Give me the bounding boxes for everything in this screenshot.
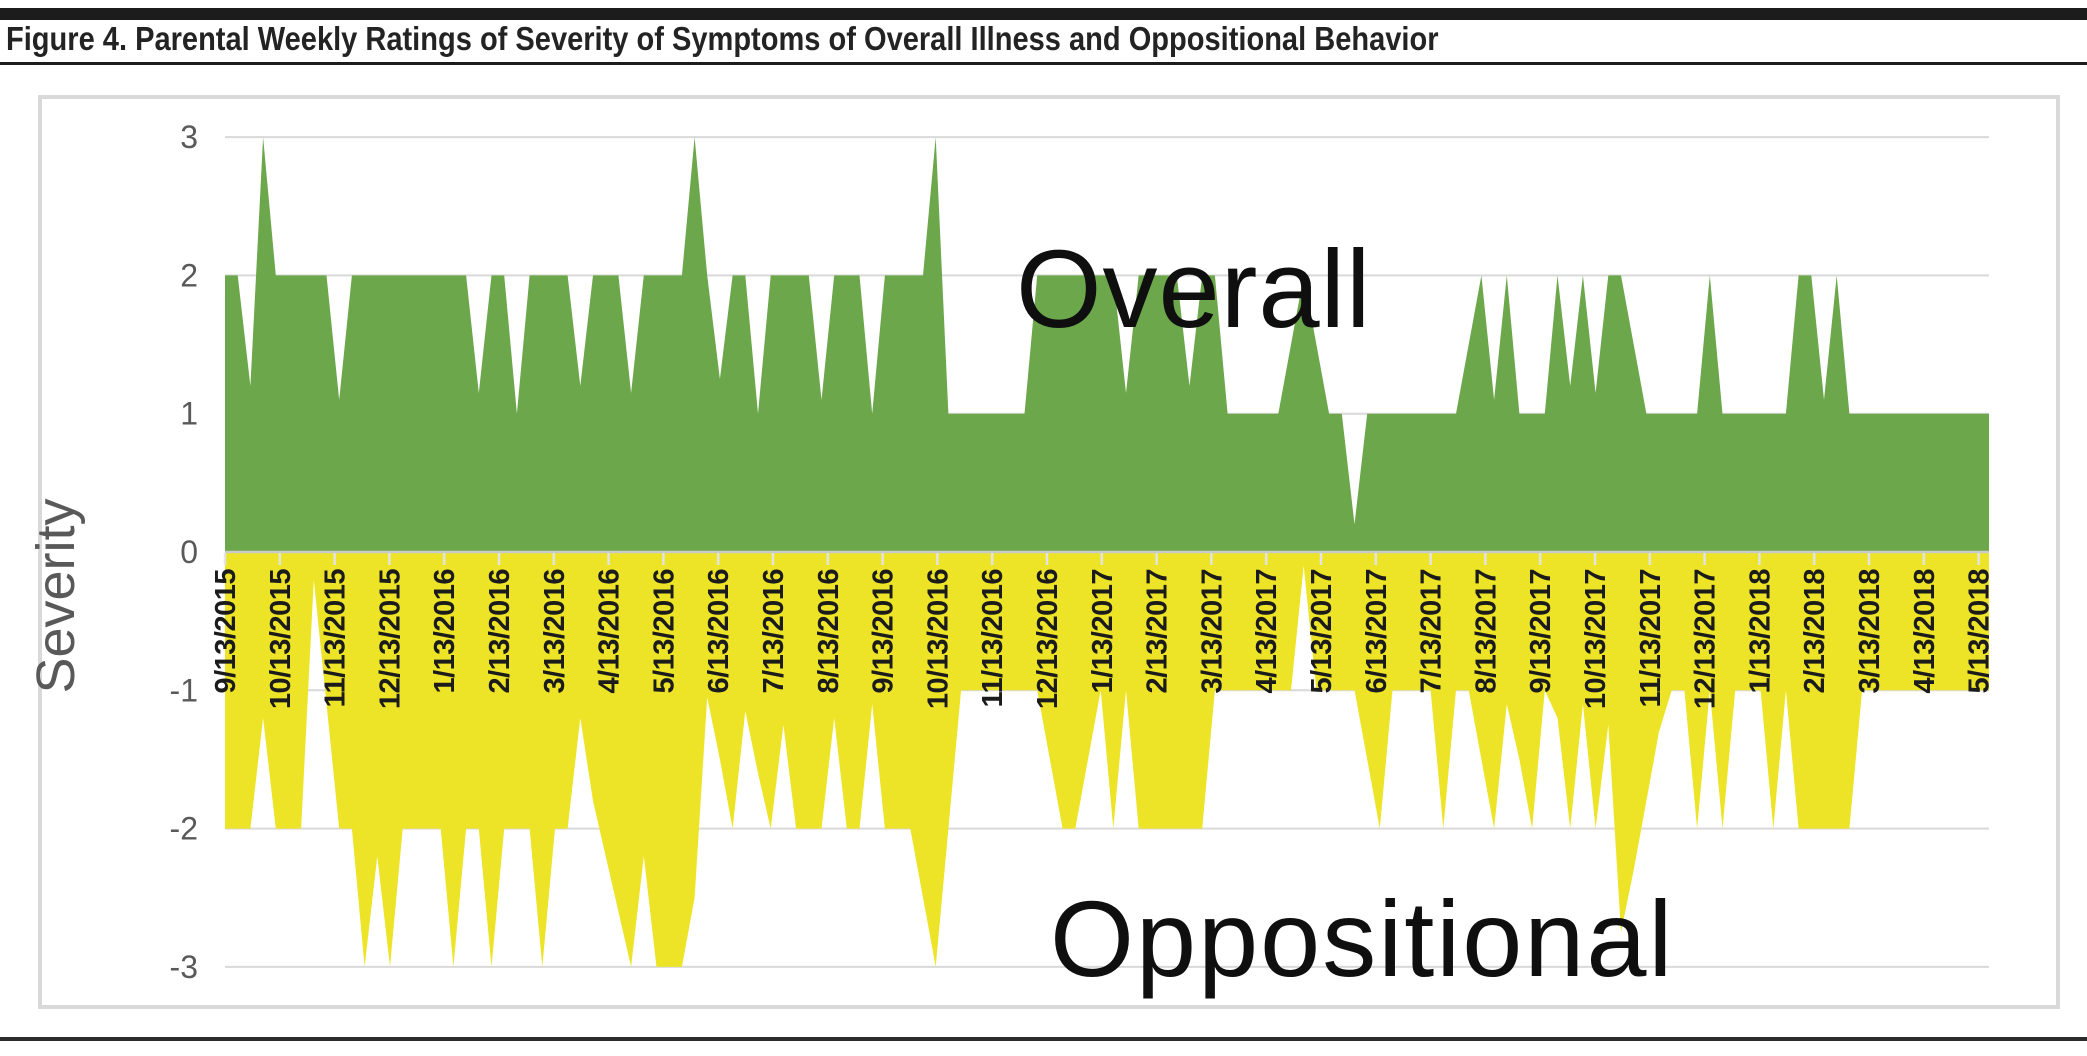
x-date-label: 9/13/2017 (1525, 569, 1557, 694)
x-date-label: 10/13/2016 (922, 569, 954, 710)
x-date-label: 4/13/2016 (594, 569, 626, 694)
x-date-label: 5/13/2018 (1964, 569, 1996, 694)
x-date-label: 3/13/2018 (1854, 569, 1886, 694)
title-underline (0, 62, 2087, 65)
x-date-label: 5/13/2017 (1306, 569, 1338, 694)
x-date-label: 4/13/2018 (1909, 569, 1941, 694)
x-date-label: 9/13/2016 (868, 569, 900, 694)
x-date-label: 2/13/2017 (1142, 569, 1174, 694)
x-date-label: 11/13/2015 (320, 569, 352, 708)
y-tick-label: -2 (170, 811, 198, 847)
y-axis-tick-labels: 3 2 1 0 -1 -2 -3 (170, 119, 198, 985)
x-date-label: 12/13/2017 (1690, 569, 1722, 709)
x-date-label: 3/13/2017 (1196, 569, 1228, 694)
x-date-label: 10/13/2017 (1580, 569, 1612, 709)
y-tick-label: 1 (180, 396, 198, 432)
x-date-label: 7/13/2017 (1416, 569, 1448, 694)
x-date-label: 6/13/2016 (703, 569, 735, 694)
bottom-divider-bar (0, 1037, 2087, 1041)
x-date-label: 4/13/2017 (1251, 569, 1283, 694)
overall-series-label: Overall (1016, 228, 1372, 351)
y-tick-label: 0 (180, 534, 198, 570)
x-date-label: 5/13/2016 (648, 569, 680, 694)
x-date-label: 11/13/2016 (977, 569, 1009, 708)
x-date-label: 3/13/2016 (539, 569, 571, 694)
x-date-label: 1/13/2016 (429, 569, 461, 694)
oppositional-series-label: Oppositional (1050, 878, 1675, 999)
y-tick-label: -1 (170, 672, 198, 708)
x-date-label: 1/13/2018 (1744, 569, 1776, 694)
x-date-label: 12/13/2016 (1032, 569, 1064, 710)
top-divider-bar (0, 8, 2087, 20)
overall-area (225, 137, 1989, 552)
y-tick-label: 2 (180, 257, 198, 293)
x-date-label: 8/13/2017 (1470, 569, 1502, 694)
oppositional-area (225, 552, 1989, 967)
x-date-label: 1/13/2017 (1087, 569, 1119, 694)
y-tick-label: -3 (170, 949, 198, 985)
figure-title: Figure 4. Parental Weekly Ratings of Sev… (6, 20, 1439, 57)
series-areas (225, 137, 1989, 967)
x-date-label: 2/13/2018 (1799, 569, 1831, 694)
y-axis-title-text: Severity (26, 498, 86, 694)
axis-lines (223, 550, 1989, 565)
x-date-label: 6/13/2017 (1361, 569, 1393, 694)
x-axis-date-labels: 9/13/2015 10/13/2015 11/13/2015 12/13/2015 1… (210, 569, 1996, 710)
x-date-label: 11/13/2017 (1635, 569, 1667, 708)
y-tick-label: 3 (180, 119, 198, 155)
x-date-label: 9/13/2015 (210, 569, 242, 694)
x-date-label: 10/13/2015 (265, 569, 297, 710)
x-date-label: 2/13/2016 (484, 569, 516, 694)
x-date-label: 12/13/2015 (374, 569, 406, 710)
x-date-label: 7/13/2016 (758, 569, 790, 694)
x-date-label: 8/13/2016 (813, 569, 845, 694)
